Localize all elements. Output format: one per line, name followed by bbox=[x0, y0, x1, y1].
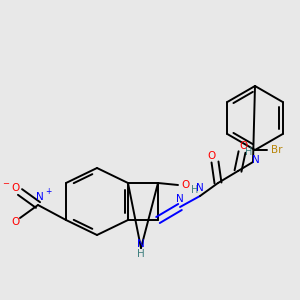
Text: Br: Br bbox=[271, 145, 283, 155]
Text: N: N bbox=[176, 194, 184, 204]
Text: O: O bbox=[240, 141, 248, 151]
Text: +: + bbox=[45, 187, 51, 196]
Text: H: H bbox=[245, 147, 253, 157]
Text: N: N bbox=[137, 239, 145, 249]
Text: N: N bbox=[196, 183, 204, 193]
Text: O: O bbox=[11, 217, 19, 227]
Text: N: N bbox=[36, 192, 44, 202]
Text: H: H bbox=[137, 249, 145, 259]
Text: O: O bbox=[182, 180, 190, 190]
Text: H: H bbox=[191, 185, 199, 195]
Text: O: O bbox=[11, 183, 19, 193]
Text: O: O bbox=[207, 151, 215, 161]
Text: N: N bbox=[252, 155, 260, 165]
Text: −: − bbox=[2, 179, 10, 188]
